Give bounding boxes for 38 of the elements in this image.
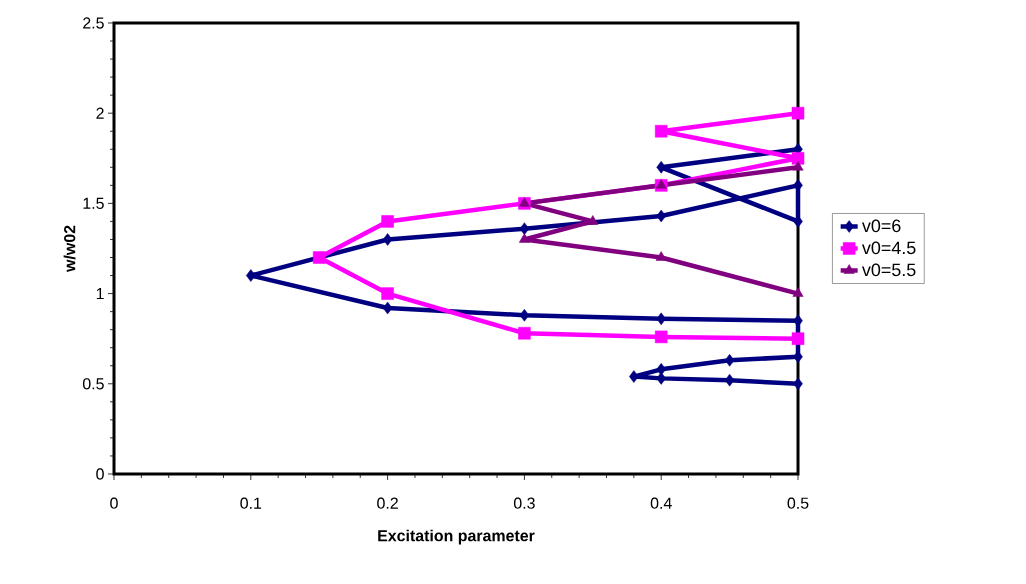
y-axis-title: w/w02 (63, 225, 76, 273)
legend-label: v0=4.5 (861, 241, 916, 255)
point (381, 287, 394, 300)
x-tick-label: 0.2 (377, 497, 398, 509)
x-tick-label: 0.3 (513, 497, 535, 509)
x-tick-label: 0.5 (787, 497, 809, 509)
y-tick-label: 1.5 (83, 197, 104, 209)
y-tick-label: 0.5 (82, 378, 104, 390)
point (791, 106, 805, 120)
legend-label: v0=5.5 (861, 263, 916, 277)
x-axis-title: Excitation parameter (378, 529, 535, 545)
point (381, 215, 394, 228)
x-tick-label: 0 (110, 497, 118, 509)
y-tick-label: 1 (96, 288, 104, 300)
y-tick-label: 2 (96, 107, 104, 119)
point (791, 332, 805, 345)
point (792, 161, 804, 171)
point (656, 372, 666, 385)
point (656, 209, 666, 223)
point (792, 287, 804, 297)
point (519, 308, 530, 322)
y-tick-label: 2.5 (83, 17, 104, 29)
point (793, 377, 803, 391)
legend-label: v0=6 (861, 219, 901, 233)
point (654, 330, 668, 344)
point (724, 373, 735, 387)
point (656, 312, 666, 326)
point (656, 161, 666, 174)
point (518, 233, 530, 243)
y-tick-label: 0 (96, 468, 104, 480)
point (587, 215, 599, 225)
point (654, 124, 668, 138)
x-tick-label: 0.1 (240, 497, 262, 509)
x-tick-label: 0.4 (650, 497, 672, 509)
point (312, 251, 326, 264)
point (791, 152, 805, 165)
point (518, 327, 531, 340)
point (382, 301, 393, 315)
